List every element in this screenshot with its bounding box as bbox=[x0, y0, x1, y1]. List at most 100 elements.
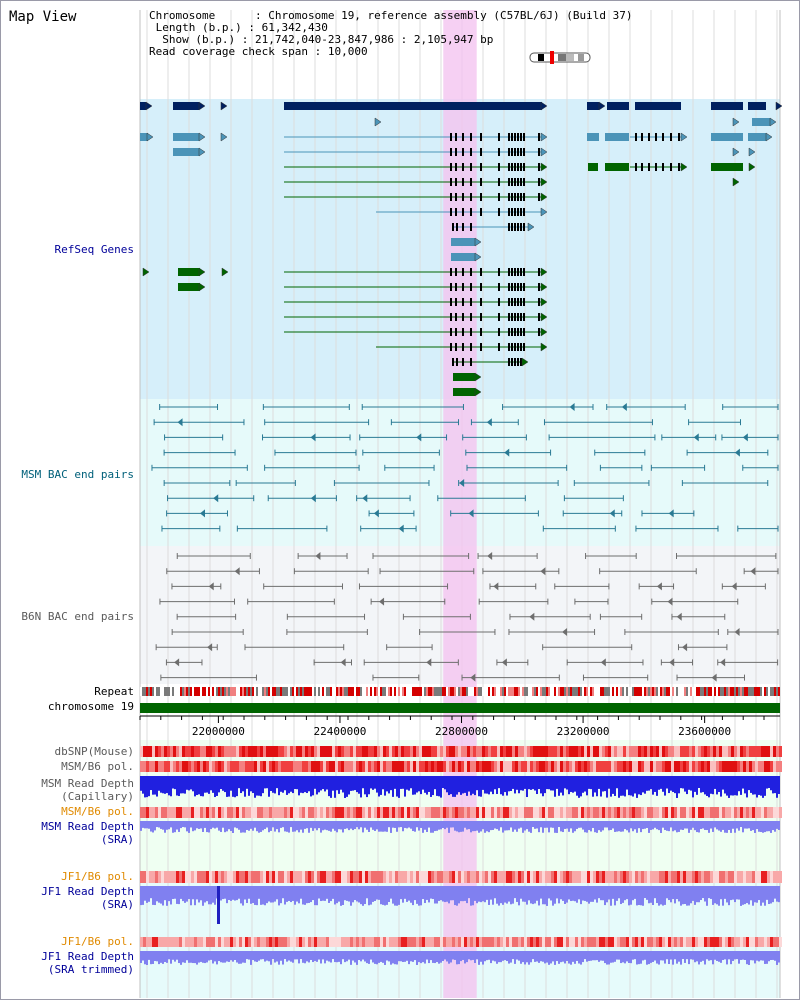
jf1-b6-pol-band bbox=[326, 937, 329, 947]
track-label-chromosome[interactable]: chromosome 19 bbox=[47, 700, 134, 713]
jf1-trimmed-depth-bar bbox=[480, 951, 482, 962]
jf1-b6-pol-band bbox=[359, 937, 362, 947]
jf1-sra-depth-bar bbox=[706, 886, 708, 906]
jf1-trimmed-depth-bar bbox=[410, 951, 412, 962]
jf1-b6-pol-band bbox=[503, 937, 506, 947]
dbsnp-band bbox=[692, 746, 695, 757]
track-label-b6n-bac[interactable]: B6N BAC end pairs bbox=[21, 610, 134, 623]
msm-capillary-depth-bar bbox=[376, 776, 378, 793]
dbsnp-band bbox=[452, 746, 455, 757]
jf1-trimmed-depth-bar bbox=[460, 951, 462, 962]
msm-sra-depth-bar bbox=[308, 821, 310, 833]
msm-capillary-depth-bar bbox=[684, 776, 686, 792]
jf1-sra-depth-bar bbox=[348, 886, 350, 902]
msm-capillary-depth-bar bbox=[196, 776, 198, 796]
dbsnp-band bbox=[710, 746, 713, 757]
msm-sra-depth-bar bbox=[726, 821, 728, 833]
msm-sra-depth-bar bbox=[476, 821, 478, 831]
repeat-band bbox=[176, 687, 178, 696]
gene-arrow bbox=[474, 372, 482, 382]
jf1-sra-depth-bar bbox=[576, 886, 578, 903]
jf1-b6-pol-band bbox=[230, 937, 233, 947]
track-label-jf1-sra-1[interactable]: JF1 Read Depth bbox=[41, 885, 134, 898]
track-label-repeat[interactable]: Repeat bbox=[94, 685, 134, 698]
repeat-band bbox=[340, 687, 342, 696]
track-label-msm-b6-pol-2[interactable]: MSM/B6 pol. bbox=[61, 805, 134, 818]
msm-sra-depth-bar bbox=[562, 821, 564, 833]
msm-capillary-depth-bar bbox=[170, 776, 172, 797]
jf1-b6-pol-band bbox=[416, 937, 419, 947]
jf1-trimmed-depth-bar bbox=[274, 951, 276, 963]
msm-b6-pol-band bbox=[275, 761, 278, 772]
msm-b6-pol-band-2 bbox=[287, 807, 290, 818]
msm-b6-pol-band-2 bbox=[272, 807, 275, 818]
msm-sra-depth-bar bbox=[388, 821, 390, 828]
track-label-jf1-trim-1[interactable]: JF1 Read Depth bbox=[41, 950, 134, 963]
track-label-msm-sra-1[interactable]: MSM Read Depth bbox=[41, 820, 134, 833]
repeat-band bbox=[646, 687, 648, 696]
jf1-b6-pol-band-top bbox=[611, 871, 614, 883]
jf1-trimmed-depth-bar bbox=[518, 951, 520, 961]
repeat-band bbox=[624, 687, 626, 696]
msm-sra-depth-bar bbox=[616, 821, 618, 832]
jf1-b6-pol-band-top bbox=[554, 871, 557, 883]
repeat-band bbox=[560, 687, 562, 696]
track-label-jf1-b6-pol-2[interactable]: JF1/B6 pol. bbox=[61, 935, 134, 948]
gene-exon bbox=[517, 208, 519, 216]
track-label-jf1-b6-pol[interactable]: JF1/B6 pol. bbox=[61, 870, 134, 883]
track-label-msm-b6-pol[interactable]: MSM/B6 pol. bbox=[61, 760, 134, 773]
msm-capillary-depth-bar bbox=[438, 776, 440, 797]
msm-b6-pol-band bbox=[707, 761, 710, 772]
jf1-sra-depth-bar bbox=[616, 886, 618, 901]
jf1-sra-depth-bar bbox=[730, 886, 732, 901]
msm-capillary-depth-bar bbox=[276, 776, 278, 789]
jf1-trimmed-depth-bar bbox=[204, 951, 206, 964]
jf1-b6-pol-band-top bbox=[713, 871, 716, 883]
jf1-b6-pol-band-top bbox=[221, 871, 224, 883]
jf1-b6-pol-band bbox=[398, 937, 401, 947]
msm-b6-pol-band bbox=[293, 761, 296, 772]
jf1-sra-depth-bar bbox=[722, 886, 724, 906]
msm-b6-pol-band-2 bbox=[470, 807, 473, 818]
jf1-trimmed-depth-bar bbox=[188, 951, 190, 963]
msm-capillary-depth-bar bbox=[318, 776, 320, 793]
dbsnp-band bbox=[179, 746, 182, 757]
jf1-sra-depth-bar bbox=[164, 886, 166, 901]
gene-exon-block bbox=[587, 102, 599, 110]
jf1-b6-pol-band bbox=[734, 937, 737, 947]
jf1-b6-pol-band bbox=[464, 937, 467, 947]
track-label-msm-bac[interactable]: MSM BAC end pairs bbox=[21, 468, 134, 481]
track-label-dbsnp[interactable]: dbSNP(Mouse) bbox=[54, 745, 134, 758]
jf1-trimmed-depth-bar bbox=[654, 951, 656, 961]
msm-b6-pol-band bbox=[143, 761, 146, 772]
msm-sra-depth-bar bbox=[516, 821, 518, 832]
b6n-bac-marker bbox=[656, 582, 662, 591]
msm-b6-pol-band-2 bbox=[227, 807, 230, 818]
track-label-msm-cap-1[interactable]: MSM Read Depth bbox=[41, 777, 134, 790]
jf1-sra-depth-bar bbox=[528, 886, 530, 901]
msm-b6-pol-band-2 bbox=[623, 807, 626, 818]
jf1-trimmed-depth-bar bbox=[572, 951, 574, 962]
jf1-b6-pol-band-top bbox=[167, 871, 170, 883]
jf1-b6-pol-band bbox=[146, 937, 149, 947]
jf1-sra-depth-bar bbox=[586, 886, 588, 902]
repeat-band bbox=[246, 687, 248, 696]
repeat-band bbox=[258, 687, 260, 696]
jf1-sra-depth-bar bbox=[278, 886, 280, 906]
msm-capillary-depth-bar bbox=[388, 776, 390, 794]
dbsnp-band bbox=[245, 746, 248, 757]
track-label-refseq[interactable]: RefSeq Genes bbox=[54, 243, 134, 256]
dbsnp-band bbox=[719, 746, 722, 757]
repeat-band bbox=[512, 687, 514, 696]
jf1-b6-pol-band-top bbox=[383, 871, 386, 883]
repeat-band bbox=[282, 687, 284, 696]
msm-sra-depth-bar bbox=[324, 821, 326, 830]
msm-b6-pol-band-2 bbox=[554, 807, 557, 818]
dbsnp-band bbox=[389, 746, 392, 757]
msm-b6-pol-band bbox=[650, 761, 653, 772]
gene-exon bbox=[480, 283, 482, 291]
jf1-trimmed-depth-bar bbox=[332, 951, 334, 960]
jf1-trimmed-depth-bar bbox=[630, 951, 632, 964]
repeat-band bbox=[496, 687, 498, 696]
